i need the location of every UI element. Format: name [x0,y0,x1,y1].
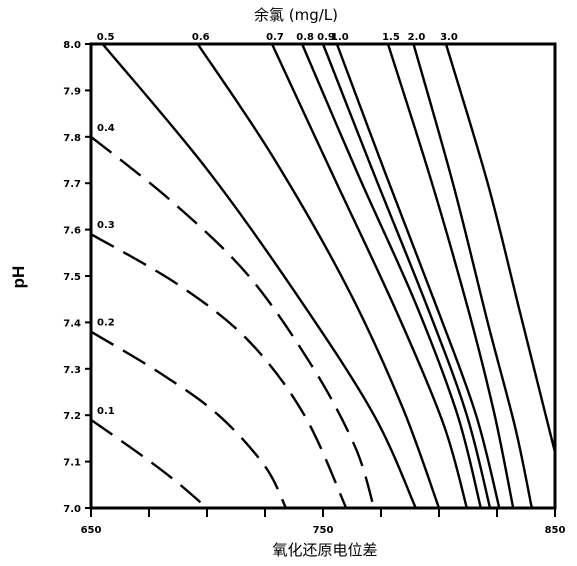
curve-label-0.7: 0.7 [266,32,284,43]
curve-0.8 [300,43,482,509]
y-axis-label: pH [9,266,28,289]
curve-label-0.4: 0.4 [97,123,115,134]
curve-label-0.3: 0.3 [97,220,115,231]
y-tick-label: 8.0 [63,40,81,51]
curve-label-2.0: 2.0 [408,32,426,43]
y-tick-label: 7.8 [63,133,81,144]
axis-tick-labels: 7.0 7.1 7.2 7.3 7.4 7.5 7.6 7.7 7.8 7.9 8.0 650 750 8… [63,40,565,536]
y-tick-label: 7.2 [63,411,81,422]
curve-0.6 [196,43,441,509]
x-tick-label: 750 [313,525,334,536]
curve-0.4 [90,135,376,509]
chart-title: 余氯 (mg/L) [254,6,338,24]
x-tick-label: 650 [81,525,102,536]
curve-0.3 [90,233,348,509]
y-tick-label: 7.6 [63,226,81,237]
curve-3.0 [444,43,557,453]
curve-0.5 [101,43,417,509]
y-tick-label: 7.3 [63,365,81,376]
curve-0.2 [90,330,287,509]
curve-labels: 0.1 0.2 0.3 0.4 0.5 0.6 0.7 0.8 0.91.0 1.5 2.0 3.0 [97,32,458,417]
curve-label-0.5: 0.5 [97,32,115,43]
curve-label-0.8: 0.8 [296,32,314,43]
curve-0.9 [321,43,492,509]
curve-label-0.9: 0.9 [317,32,335,43]
curve-label-0.1: 0.1 [97,406,115,417]
y-tick-label: 7.7 [63,179,81,190]
curve-label-0.2: 0.2 [97,318,115,329]
curve-label-1.5: 1.5 [382,32,400,43]
curve-label-0.6: 0.6 [192,32,210,43]
y-tick-label: 7.1 [63,458,81,469]
y-tick-label: 7.0 [63,504,81,515]
curve-1.5 [386,43,515,509]
curve-0.7 [270,43,468,509]
curve-0.1 [90,418,208,509]
curves [90,43,557,509]
axis-ticks [85,43,556,517]
curve-label-3.0: 3.0 [440,32,458,43]
y-tick-label: 7.4 [63,318,81,329]
curve-2.0 [412,43,533,509]
x-axis-label: 氧化还原电位差 [272,541,377,559]
y-tick-label: 7.9 [63,86,81,97]
x-tick-label: 850 [545,525,566,536]
curve-label-1.0: 1.0 [331,32,349,43]
y-tick-label: 7.5 [63,272,81,283]
curve-1.0 [335,43,501,509]
